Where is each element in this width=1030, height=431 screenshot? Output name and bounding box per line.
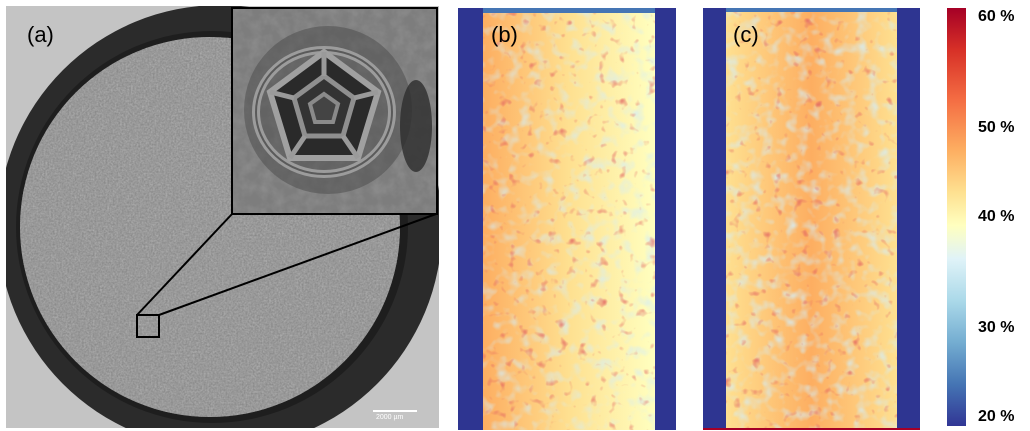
panel-c-label: (c): [733, 22, 759, 47]
colorbar-tick-60: 60 %: [978, 8, 1015, 25]
colorbar-tick-40: 40 %: [978, 208, 1015, 225]
porosity-field-b: [483, 12, 655, 430]
foraminifera-inset: [231, 7, 438, 215]
porosity-field-c: [726, 12, 897, 428]
zoom-leader-line: [158, 213, 437, 316]
zoom-region-box: [136, 314, 160, 338]
colorbar-tick-50: 50 %: [978, 119, 1015, 136]
ct-cross-section-panel: 2000 µm (a): [6, 6, 439, 428]
porosity-map-b-image: [458, 8, 676, 430]
porosity-map-c: (c): [703, 8, 920, 430]
colorbar-tick-30: 30 %: [978, 319, 1015, 336]
colorbar-tick-20: 20 %: [978, 408, 1015, 425]
scale-bar-label: 2000 µm: [376, 414, 404, 421]
zoom-leader-line: [136, 213, 233, 316]
panel-a-label: (a): [27, 22, 54, 47]
porosity-map-c-image: [703, 8, 920, 430]
colorbar: [947, 8, 966, 426]
ct-image: [6, 6, 439, 428]
porosity-map-b: (b): [458, 8, 676, 430]
panel-b-label: (b): [491, 22, 518, 47]
